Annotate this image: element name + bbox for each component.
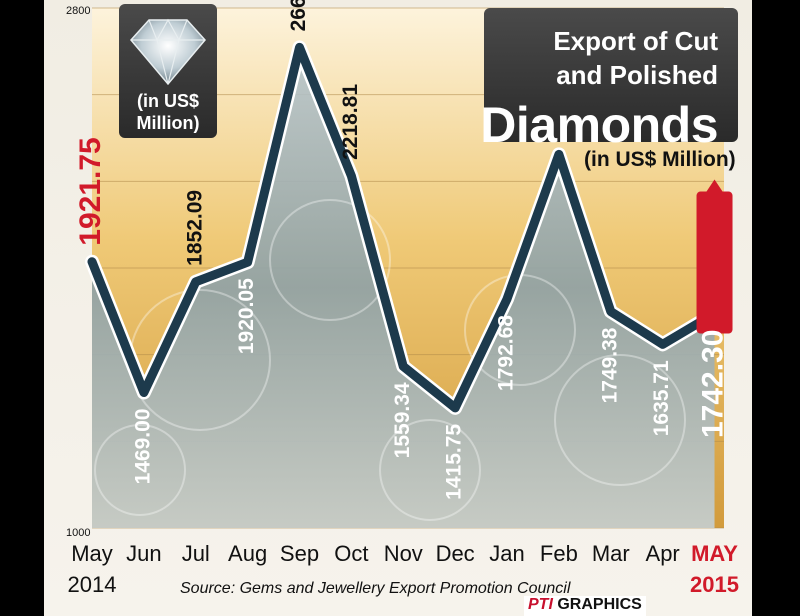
decor-diamond-1: [269, 199, 391, 321]
value-label-0: 1921.75: [74, 137, 107, 245]
x-axis-labels: May Jun Jul Aug Sep Oct Nov Dec Jan Feb Mar Apr MAY 2…: [68, 541, 739, 597]
value-label-6: 1559.34: [391, 382, 414, 458]
value-label-1: 1469.00: [131, 409, 154, 485]
latest-value-pointer: [706, 179, 723, 192]
x-label-10: Mar: [592, 541, 630, 566]
value-label-8: 1792.68: [495, 315, 518, 391]
diamond-icon: [130, 18, 206, 86]
icon-unit-line-2: Million): [136, 113, 200, 133]
x-label-5: Oct: [334, 541, 368, 566]
x-label-9: Feb: [540, 541, 578, 566]
value-label-7: 1415.75: [443, 424, 466, 500]
diamond-icon-box: (in US$ Million): [119, 4, 217, 138]
value-label-11: 1635.71: [650, 360, 673, 436]
latest-value-badge: [696, 191, 733, 334]
x-label-11: Apr: [646, 541, 680, 566]
x-label-6: Nov: [384, 541, 423, 566]
decor-diamond-3: [554, 354, 686, 486]
value-labels: 1921.75 1469.00 1852.09 1920.05 2663.66 2218.…: [74, 0, 733, 500]
chart-title-line-2: and Polished: [556, 60, 718, 90]
value-label-3: 1920.05: [235, 278, 258, 354]
decor-diamond-4: [94, 424, 186, 516]
x-label-7: Dec: [436, 541, 475, 566]
title-box: Export of Cut and Polished Diamonds: [480, 8, 738, 153]
y-axis-labels: 2800 1000: [66, 5, 90, 539]
value-label-10: 1749.38: [598, 327, 621, 403]
unit-label: (in US$ Million): [584, 148, 736, 171]
value-label-4: 2663.66: [287, 0, 310, 31]
credit-badge: PTI GRAPHICS: [524, 596, 646, 616]
x-label-1: Jun: [126, 541, 161, 566]
year-label-start: 2014: [68, 572, 117, 597]
x-label-8: Jan: [489, 541, 524, 566]
x-label-2: Jul: [182, 541, 210, 566]
credit-pti: PTI: [528, 596, 553, 613]
source-note: Source: Gems and Jewellery Export Promot…: [180, 580, 571, 597]
icon-unit-line-1: (in US$: [136, 91, 199, 111]
decor-diamond-5: [379, 419, 481, 521]
chart-title-line-1: Export of Cut: [553, 26, 718, 56]
year-label-end: 2015: [690, 572, 739, 597]
x-label-3: Aug: [228, 541, 267, 566]
value-label-2: 1852.09: [183, 190, 206, 266]
value-label-5: 2218.81: [339, 84, 362, 160]
y-tick-bottom: 1000: [66, 527, 90, 539]
credit-graphics: GRAPHICS: [557, 596, 642, 613]
chart-title-line-3: Diamonds: [480, 97, 718, 153]
x-label-4: Sep: [280, 541, 319, 566]
value-label-12: 1742.30: [696, 330, 729, 438]
x-label-12: MAY: [691, 541, 738, 566]
x-label-0: May: [71, 541, 113, 566]
y-tick-top: 2800: [66, 5, 90, 17]
